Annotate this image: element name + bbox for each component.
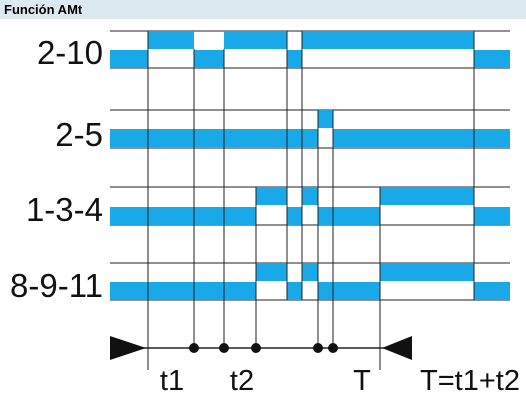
row-label-2-10: 2-10 <box>37 34 103 71</box>
bar-2-5-low-1 <box>110 129 318 147</box>
row-label-1-3-4: 1-3-4 <box>26 191 103 228</box>
bar-2-5-low-2 <box>333 129 510 147</box>
axis-dot-224 <box>219 343 229 353</box>
time-label-T: T <box>353 365 371 397</box>
bar-8-9-11-low-2 <box>287 282 302 300</box>
bar-8-9-11-high-2 <box>302 263 318 281</box>
end-arrow-icon <box>382 336 412 360</box>
axis-dot-318 <box>313 343 323 353</box>
bar-2-10-low-2 <box>194 50 224 68</box>
bar-8-9-11-high-1 <box>256 263 287 281</box>
bar-1-3-4-high-3 <box>380 187 474 205</box>
bar-2-10-low-4 <box>474 50 510 68</box>
event-lines <box>147 31 475 370</box>
time-axis <box>110 336 412 360</box>
bar-2-10-high-1 <box>148 31 194 49</box>
bar-8-9-11-low-4 <box>474 282 510 300</box>
bar-2-10-high-3 <box>302 31 474 49</box>
bar-1-3-4-low-4 <box>474 207 510 225</box>
row-2-5 <box>110 109 510 149</box>
time-label-t1: t1 <box>160 365 184 397</box>
bar-1-3-4-low-3 <box>318 207 380 225</box>
bar-1-3-4-high-2 <box>302 187 318 205</box>
bar-1-3-4-low-2 <box>287 207 302 225</box>
axis-dot-194 <box>189 343 199 353</box>
diagram-title: Función AMt <box>4 2 83 17</box>
bar-8-9-11-high-3 <box>380 263 474 281</box>
time-label-t2: t2 <box>230 365 254 397</box>
bar-2-10-low-1 <box>110 50 148 68</box>
title-bar: Función AMt <box>0 0 526 19</box>
bar-8-9-11-low-3 <box>318 282 380 300</box>
axis-dot-333 <box>328 343 338 353</box>
bar-2-10-high-2 <box>224 31 287 49</box>
axis-dot-256 <box>251 343 261 353</box>
row-8-9-11 <box>110 262 510 301</box>
bar-2-5-high-1 <box>318 110 333 128</box>
row-2-10 <box>110 30 510 69</box>
bar-1-3-4-low-1 <box>110 207 256 225</box>
bar-1-3-4-high-1 <box>256 187 287 205</box>
row-label-8-9-11: 8-9-11 <box>10 267 103 304</box>
row-1-3-4 <box>110 186 510 226</box>
row-label-2-5: 2-5 <box>55 116 103 153</box>
start-arrow-icon <box>110 336 146 360</box>
bar-8-9-11-low-1 <box>110 282 256 300</box>
bar-2-10-low-3 <box>287 50 302 68</box>
time-label-formula: T=t1+t2 <box>420 365 520 397</box>
